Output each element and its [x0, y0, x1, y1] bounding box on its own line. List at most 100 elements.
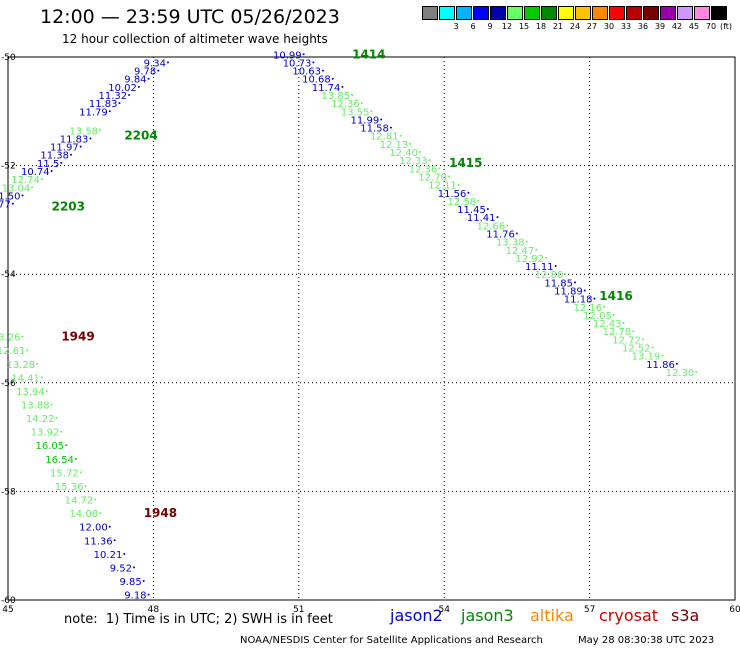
track-point — [137, 85, 140, 88]
y-tick-label: -54 — [1, 270, 16, 280]
credit-text: NOAA/NESDIS Center for Satellite Applica… — [240, 635, 543, 646]
wave-height-value: 10.63 — [292, 67, 321, 78]
track-point — [11, 202, 14, 205]
legend-swatch — [439, 6, 455, 20]
track-point — [661, 354, 664, 357]
track-point — [535, 248, 538, 251]
wave-height-value: 12.70 — [418, 172, 447, 183]
track-point — [622, 322, 625, 325]
satellite-name: cryosat — [599, 606, 659, 625]
track-point — [89, 137, 92, 140]
wave-height-value: 11.97 — [50, 143, 79, 154]
legend-unit: (ft) — [719, 22, 733, 31]
wave-height-value: 14.22 — [26, 414, 55, 425]
wave-height-value: 9.34 — [144, 58, 166, 69]
wave-height-value: 11.45 — [457, 205, 486, 216]
wave-height-value: 12.92 — [515, 254, 544, 265]
track-time-label: 1414 — [352, 47, 385, 61]
x-tick-label: 57 — [584, 605, 595, 615]
wave-height-value: 12.16 — [573, 303, 602, 314]
track-point — [467, 191, 470, 194]
x-tick-label: 48 — [148, 605, 160, 615]
wave-height-value: 13.92 — [31, 428, 60, 439]
wave-height-value: 11.50 — [0, 191, 21, 202]
wave-height-value: 11.5 — [37, 159, 59, 170]
track-point — [331, 77, 334, 80]
legend-swatch — [592, 6, 608, 20]
wave-height-value: 12.05 — [583, 311, 612, 322]
track-point — [118, 102, 121, 105]
track-time-label: 2204 — [124, 129, 157, 143]
wave-height-value: 15.36 — [55, 482, 84, 493]
track-point — [302, 53, 305, 56]
wave-height-value: 14.41 — [11, 373, 40, 384]
track-point — [544, 256, 547, 259]
track-point — [574, 281, 577, 284]
wave-height-value: 13.26 — [0, 333, 21, 344]
wave-height-value: 11.58 — [360, 124, 389, 135]
track-point — [21, 335, 24, 338]
legend-swatch — [541, 6, 557, 20]
track-point — [84, 484, 87, 487]
track-point — [166, 61, 169, 64]
wave-height-value: 14.72 — [65, 496, 94, 507]
track-point — [496, 216, 499, 219]
track-point — [312, 61, 315, 64]
wave-height-value: 11.77 — [0, 200, 11, 211]
track-point — [506, 224, 509, 227]
track-point — [128, 94, 131, 97]
satellite-name: altika — [530, 606, 574, 625]
wave-height-value: 9.84 — [124, 75, 146, 86]
legend-swatch — [422, 6, 438, 20]
wave-height-value: 13.58 — [69, 126, 98, 137]
track-point — [399, 134, 402, 137]
wave-height-value: 13.55 — [341, 107, 370, 118]
track-point — [94, 498, 97, 501]
legend-label: 18 — [535, 22, 547, 31]
track-point — [409, 142, 412, 145]
track-point — [695, 370, 698, 373]
wave-height-value: 9.18 — [124, 591, 146, 602]
x-tick-label: 60 — [729, 605, 740, 615]
wave-height-value: 16.05 — [36, 441, 65, 452]
y-tick-label: -50 — [1, 53, 16, 63]
wave-height-value: 15.72 — [50, 468, 79, 479]
track-point — [36, 362, 39, 365]
wave-height-value: 13.85 — [321, 91, 350, 102]
wave-height-value: 13.28 — [6, 360, 35, 371]
wave-height-value: 11.18 — [564, 295, 593, 306]
wave-height-value: 10.99 — [273, 50, 302, 61]
track-point — [113, 539, 116, 542]
legend-swatch — [490, 6, 506, 20]
color-legend-labels: 3 6 9 12 15 18 21 24 27 30 33 36 39 42 45 70 (ft) — [422, 22, 738, 34]
legend-swatch — [456, 6, 472, 20]
track-point — [360, 102, 363, 105]
wave-height-value: 12.33 — [399, 156, 428, 167]
track-point — [50, 403, 53, 406]
track-point — [26, 349, 29, 352]
track-point — [79, 471, 82, 474]
track-point — [675, 362, 678, 365]
wave-height-value: 12.80 — [535, 270, 564, 281]
legend-swatch — [507, 6, 523, 20]
color-legend — [422, 6, 728, 20]
legend-label: 39 — [654, 22, 666, 31]
x-tick-label: 51 — [293, 605, 304, 615]
track-point — [123, 552, 126, 555]
track-point — [60, 430, 63, 433]
track-point — [370, 110, 373, 113]
track-point — [593, 297, 596, 300]
track-point — [70, 153, 73, 156]
wave-height-value: 12.52 — [622, 344, 651, 355]
wave-height-value: 11.74 — [312, 83, 341, 94]
wave-height-value: 12.61 — [0, 346, 25, 357]
wave-height-value: 12.36 — [331, 99, 360, 110]
wave-height-value: 12.00 — [79, 523, 108, 534]
track-point — [79, 145, 82, 148]
track-point — [157, 69, 160, 72]
track-point — [477, 199, 480, 202]
track-point — [45, 389, 48, 392]
wave-height-value: 12.11 — [428, 181, 457, 192]
track-point — [380, 118, 383, 121]
